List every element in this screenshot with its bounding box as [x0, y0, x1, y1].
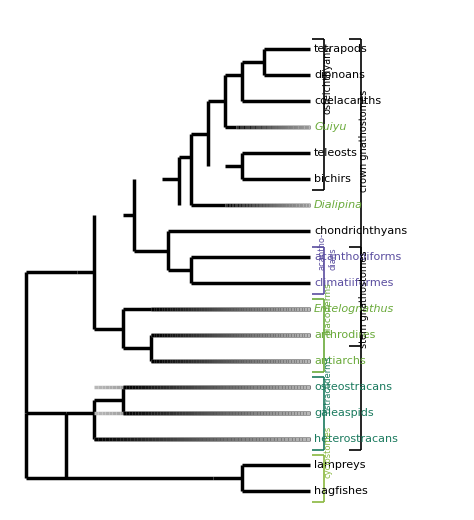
- Text: cyclostomes: cyclostomes: [323, 426, 332, 478]
- Text: osteichthyans: osteichthyans: [323, 46, 333, 114]
- Text: tetrapods: tetrapods: [314, 44, 368, 55]
- Text: climatiiformes: climatiiformes: [314, 278, 393, 289]
- Text: Entelognathus: Entelognathus: [314, 304, 394, 315]
- Text: placoderms: placoderms: [323, 283, 332, 335]
- Text: acantho-
dians: acantho- dians: [318, 233, 337, 270]
- Text: hagfishes: hagfishes: [314, 486, 368, 497]
- Text: heterostracans: heterostracans: [314, 434, 398, 445]
- Text: chondrichthyans: chondrichthyans: [314, 226, 407, 237]
- Text: Guiyu: Guiyu: [314, 122, 346, 133]
- Text: Dialipina: Dialipina: [314, 200, 363, 211]
- Text: coelacanths: coelacanths: [314, 96, 381, 107]
- Text: arthrodires: arthrodires: [314, 330, 375, 341]
- Text: teleosts: teleosts: [314, 148, 358, 159]
- Text: ostracoderms: ostracoderms: [323, 356, 332, 413]
- Text: dipnoans: dipnoans: [314, 70, 365, 81]
- Text: acanthodiforms: acanthodiforms: [314, 252, 401, 263]
- Text: antiarchs: antiarchs: [314, 356, 366, 367]
- Text: galeaspids: galeaspids: [314, 408, 374, 419]
- Text: lampreys: lampreys: [314, 460, 365, 471]
- Text: osteostracans: osteostracans: [314, 382, 392, 393]
- Text: stem gnathostomes: stem gnathostomes: [359, 251, 369, 348]
- Text: bichirs: bichirs: [314, 174, 351, 185]
- Text: crown gnathostomes: crown gnathostomes: [359, 90, 369, 192]
